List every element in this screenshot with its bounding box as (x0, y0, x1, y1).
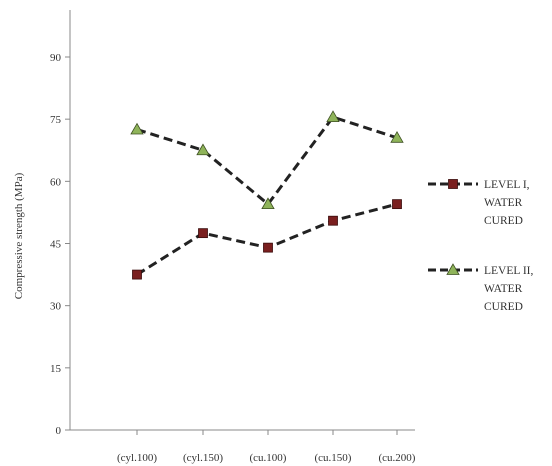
axes (69, 10, 415, 431)
legend-label: LEVEL I, (484, 179, 530, 191)
y-tick-label: 15 (50, 363, 62, 375)
data-point (261, 197, 275, 210)
data-point (196, 143, 210, 156)
legend-marker (446, 263, 460, 275)
legend-label: CURED (484, 215, 523, 227)
legend: LEVEL I, WATER CURED LEVEL II, WATER CURED (428, 179, 534, 313)
y-ticks: 0 15 30 45 60 75 90 (50, 52, 70, 437)
y-tick-label: 60 (50, 176, 62, 188)
legend-item-2: LEVEL II, WATER CURED (428, 263, 534, 313)
y-tick-label: 0 (56, 425, 62, 437)
x-tick-label: (cu.200) (379, 452, 416, 464)
x-tick-label: (cyl.100) (117, 452, 157, 464)
y-axis-label: Compressive strength (MPa) (13, 172, 25, 299)
series-layer (130, 110, 404, 280)
legend-item-1: LEVEL I, WATER CURED (428, 179, 530, 227)
series-2 (130, 110, 404, 210)
series-line (136, 115, 398, 206)
y-tick-label: 30 (50, 301, 62, 313)
legend-label: CURED (484, 301, 523, 313)
data-point (132, 269, 142, 280)
data-point (198, 228, 208, 239)
data-point (130, 122, 144, 135)
y-tick-label: 75 (50, 114, 62, 126)
data-point (392, 199, 402, 210)
legend-marker (448, 179, 458, 189)
legend-label: WATER (484, 283, 523, 295)
legend-label: WATER (484, 197, 523, 209)
data-point (326, 110, 340, 122)
x-ticks: (cyl.100) (cyl.150) (cu.100) (cu.150) (cu.20… (117, 430, 416, 464)
legend-label: LEVEL II, (484, 265, 534, 277)
x-tick-label: (cyl.150) (183, 452, 223, 464)
x-tick-label: (cu.150) (315, 452, 352, 464)
series-1 (132, 199, 402, 280)
y-tick-label: 90 (50, 52, 62, 64)
data-point (390, 131, 404, 143)
y-tick-label: 45 (50, 239, 62, 251)
data-point (263, 242, 273, 253)
data-point (328, 215, 338, 226)
series-line (136, 202, 398, 276)
x-tick-label: (cu.100) (250, 452, 287, 464)
